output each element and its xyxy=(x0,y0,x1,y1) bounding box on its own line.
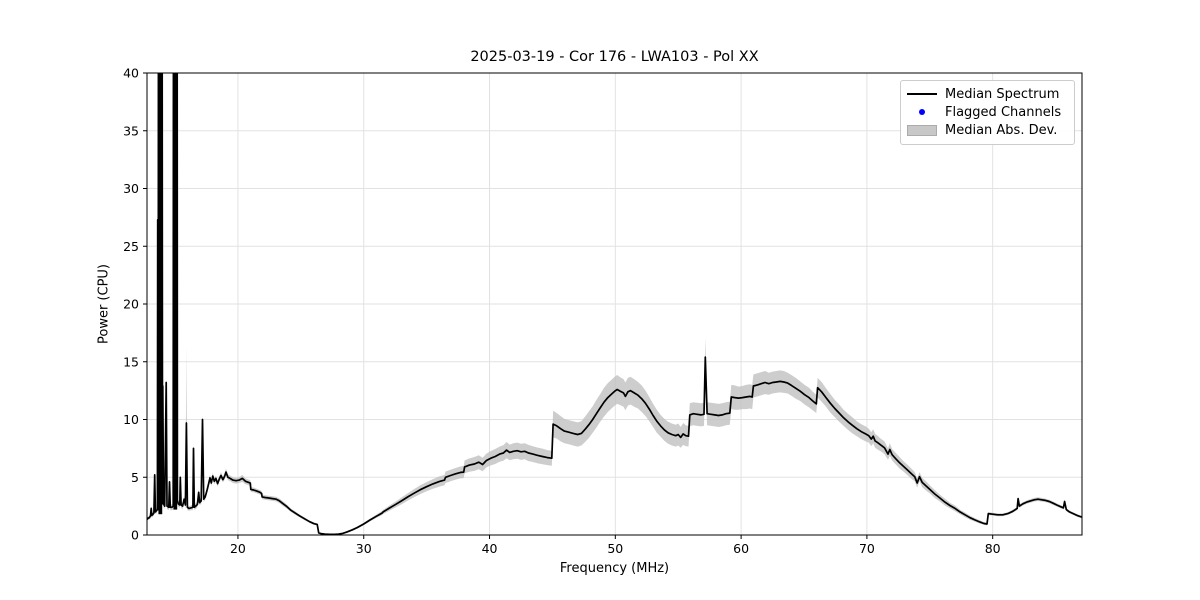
legend-label: Flagged Channels xyxy=(945,104,1062,120)
chart-title: 2025-03-19 - Cor 176 - LWA103 - Pol XX xyxy=(470,49,759,65)
y-tick-label: 35 xyxy=(123,123,139,138)
mad-patch-swatch xyxy=(907,125,937,137)
rfi-column xyxy=(173,73,178,510)
x-axis-label: Frequency (MHz) xyxy=(559,561,670,576)
legend-item-median-spectrum: Median Spectrum xyxy=(907,85,1065,103)
median-spectrum-line-swatch xyxy=(907,93,937,96)
y-tick-label: 15 xyxy=(123,354,139,369)
x-tick-label: 60 xyxy=(733,541,749,556)
x-tick-label: 50 xyxy=(607,541,623,556)
legend-label: Median Abs. Dev. xyxy=(945,123,1058,139)
y-axis-label: Power (CPU) xyxy=(96,263,112,345)
x-tick-label: 40 xyxy=(482,541,498,556)
y-tick-label: 30 xyxy=(123,181,139,196)
y-tick-label: 10 xyxy=(123,412,139,427)
legend-label: Median Spectrum xyxy=(945,86,1060,102)
y-tick-label: 0 xyxy=(131,528,139,543)
y-tick-label: 40 xyxy=(123,66,139,81)
rfi-column xyxy=(158,73,163,515)
mad-band xyxy=(147,73,1082,535)
median-spectrum-line xyxy=(147,73,1082,535)
flagged-channels-dot-swatch xyxy=(907,109,937,116)
x-tick-label: 20 xyxy=(230,541,246,556)
y-tick-label: 25 xyxy=(123,239,139,254)
x-tick-label: 80 xyxy=(985,541,1001,556)
legend-item-median-abs-dev: Median Abs. Dev. xyxy=(907,122,1065,140)
y-tick-label: 20 xyxy=(123,297,139,312)
x-tick-label: 30 xyxy=(356,541,372,556)
legend-item-flagged-channels: Flagged Channels xyxy=(907,103,1065,121)
y-tick-label: 5 xyxy=(131,470,139,485)
legend: Median Spectrum Flagged Channels Median … xyxy=(900,80,1075,145)
x-tick-label: 70 xyxy=(859,541,875,556)
